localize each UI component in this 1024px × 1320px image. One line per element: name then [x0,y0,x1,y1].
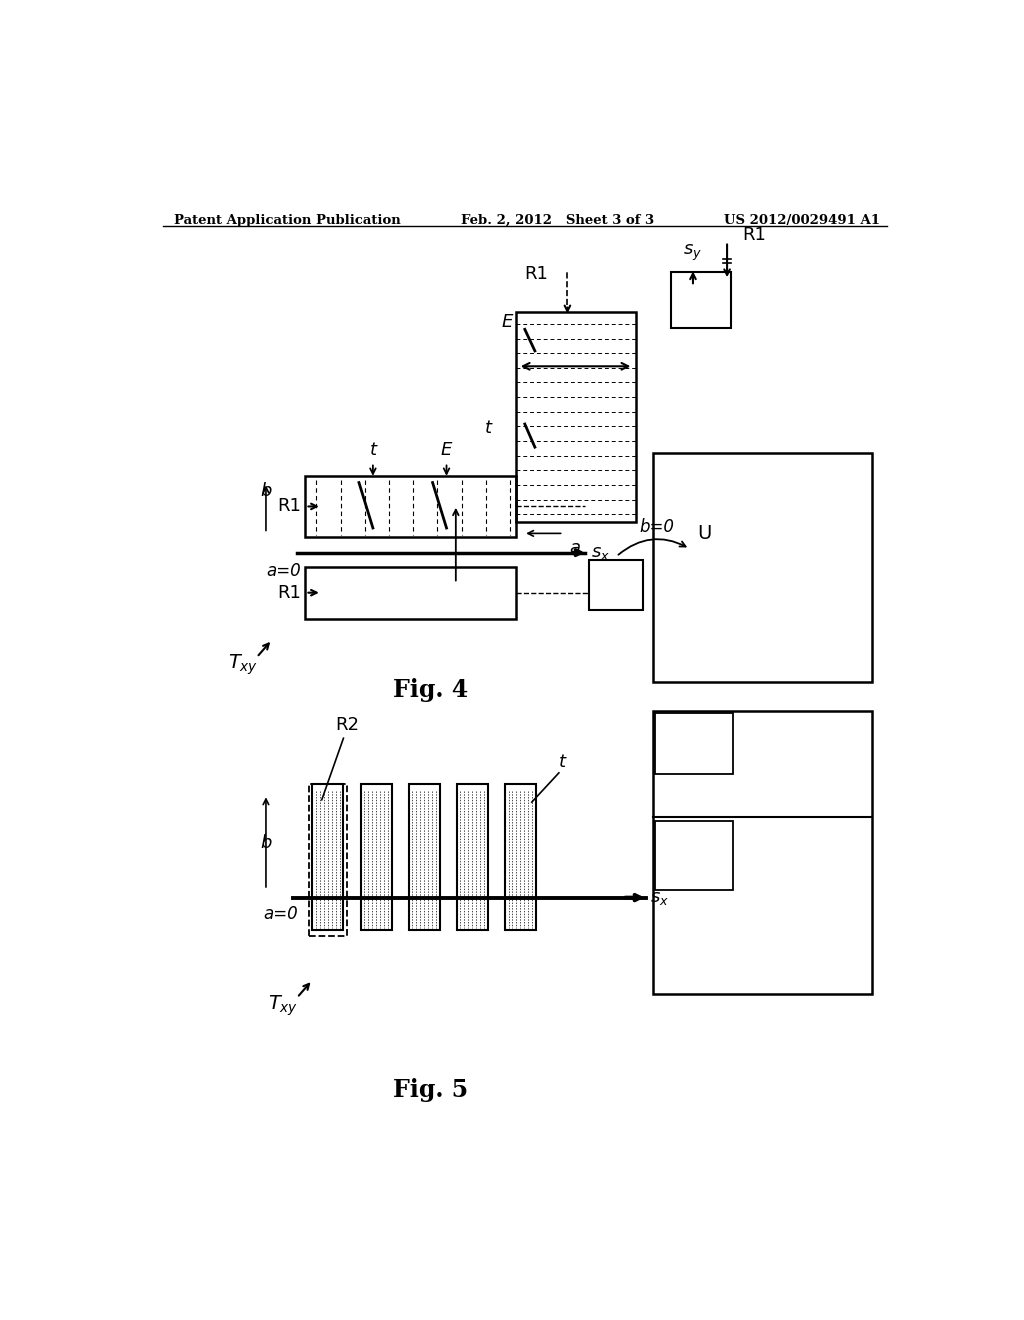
Text: R1: R1 [742,227,766,244]
Text: t: t [485,418,492,437]
Text: Fig. 5: Fig. 5 [392,1078,468,1102]
Text: U: U [697,524,712,543]
Bar [305,566,515,619]
Bar [308,784,347,936]
Text: E: E [502,313,513,330]
Bar [312,784,343,929]
Text: t: t [370,441,377,459]
Text: b: b [260,482,271,500]
Bar [360,784,391,929]
Text: Feb. 2, 2012   Sheet 3 of 3: Feb. 2, 2012 Sheet 3 of 3 [461,214,654,227]
Bar [457,784,487,929]
Text: a=0: a=0 [264,906,299,923]
Text: a=0: a=0 [266,562,301,579]
Text: Patent Application Publication: Patent Application Publication [174,214,401,227]
Text: R1: R1 [276,583,301,602]
Text: $s_x$: $s_x$ [592,544,610,561]
Text: t: t [559,754,566,771]
Text: E: E [441,441,453,459]
Text: a: a [569,539,581,557]
Text: R1: R1 [524,265,548,282]
Bar [655,821,732,890]
Bar [505,784,536,929]
Text: US 2012/0029491 A1: US 2012/0029491 A1 [724,214,880,227]
Text: b: b [260,834,271,851]
Bar [409,784,439,929]
Bar [671,272,731,327]
Text: $T_{xy}$: $T_{xy}$ [268,993,298,1018]
Text: Fig. 4: Fig. 4 [392,677,468,702]
Bar [589,561,643,610]
Text: $T_{xy}$: $T_{xy}$ [227,653,258,677]
Text: b=0: b=0 [640,517,675,536]
Bar [305,477,515,537]
Text: R1: R1 [276,498,301,515]
Bar [653,711,872,994]
Bar [653,453,872,682]
Text: $s_y$: $s_y$ [683,243,702,263]
Text: $s_x$: $s_x$ [649,888,669,907]
Bar [515,313,636,521]
Text: R2: R2 [335,717,359,734]
Bar [655,713,732,775]
